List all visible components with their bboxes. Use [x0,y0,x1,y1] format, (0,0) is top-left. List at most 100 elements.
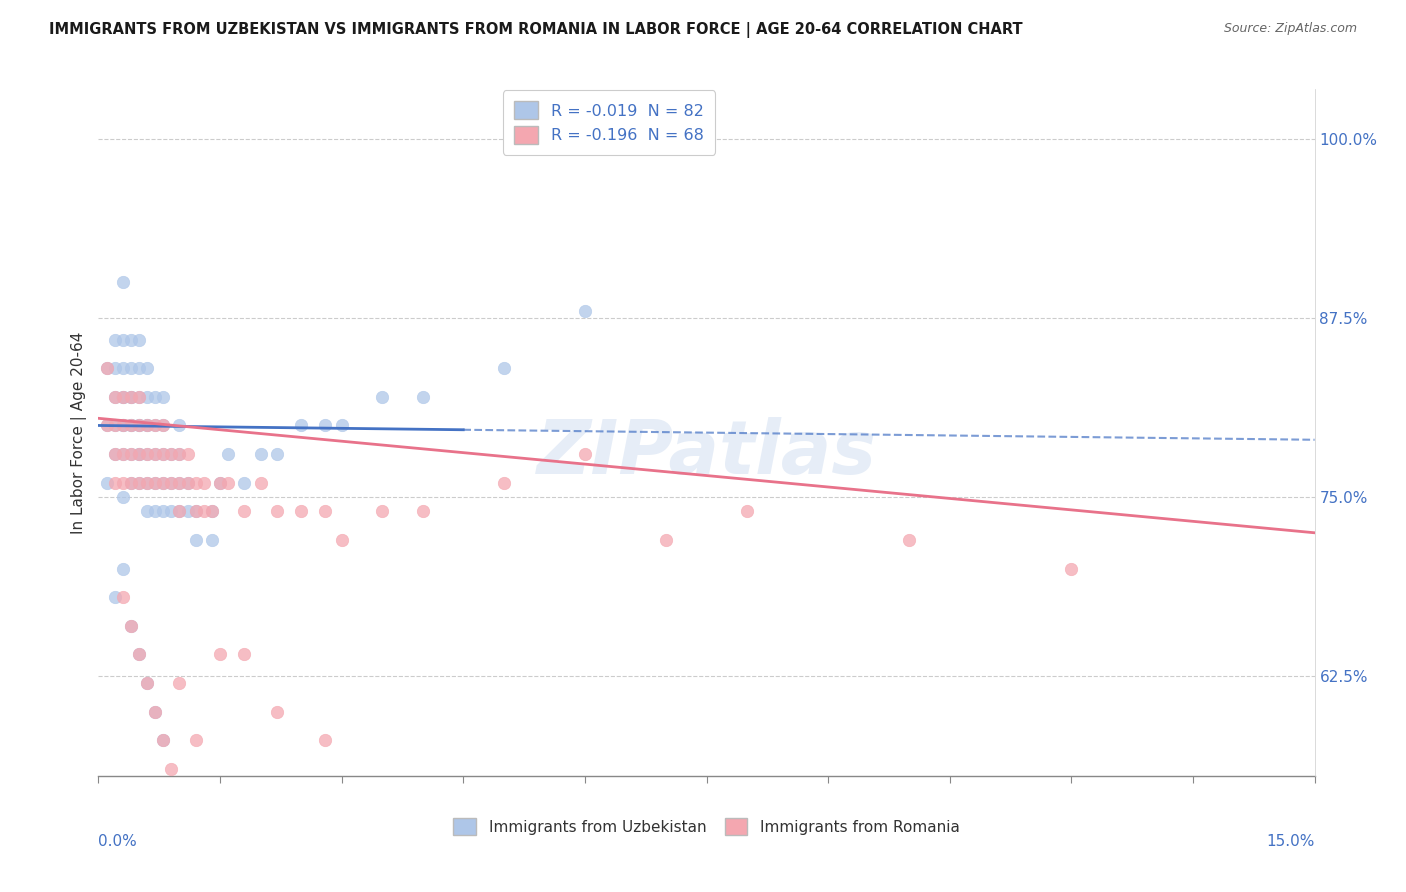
Point [152,504,174,518]
Point [290,504,312,518]
Point [120,475,142,490]
Point [152,733,174,747]
Point [160,475,183,490]
Text: Source: ZipAtlas.com: Source: ZipAtlas.com [1223,22,1357,36]
Point [492,475,515,490]
Point [176,475,198,490]
Point [143,705,166,719]
Point [169,447,191,461]
Point [120,619,142,633]
Point [104,333,127,347]
Point [143,504,166,518]
Point [111,561,134,575]
Point [143,390,166,404]
Point [898,533,921,547]
Point [128,361,150,376]
Point [96,361,118,376]
Point [120,619,142,633]
Point [201,504,224,518]
Point [128,648,150,662]
Point [104,447,127,461]
Point [201,504,224,518]
Point [104,390,127,404]
Point [111,390,134,404]
Point [176,475,198,490]
Point [169,418,191,433]
Point [266,504,288,518]
Point [128,333,150,347]
Point [111,390,134,404]
Point [249,447,271,461]
Point [152,418,174,433]
Point [184,504,207,518]
Point [169,504,191,518]
Point [111,333,134,347]
Point [111,276,134,290]
Point [120,361,142,376]
Point [136,447,159,461]
Point [314,504,336,518]
Point [96,418,118,433]
Point [128,418,150,433]
Point [152,447,174,461]
Point [152,475,174,490]
Point [655,533,678,547]
Point [184,733,207,747]
Legend: Immigrants from Uzbekistan, Immigrants from Romania: Immigrants from Uzbekistan, Immigrants f… [444,809,969,844]
Point [152,390,174,404]
Point [120,333,142,347]
Point [96,361,118,376]
Point [371,504,394,518]
Point [136,475,159,490]
Point [412,504,434,518]
Point [128,390,150,404]
Point [143,447,166,461]
Point [193,504,215,518]
Point [136,418,159,433]
Point [143,475,166,490]
Point [143,447,166,461]
Point [330,418,353,433]
Point [120,447,142,461]
Point [104,447,127,461]
Point [371,390,394,404]
Point [111,447,134,461]
Point [169,676,191,690]
Point [128,648,150,662]
Text: IMMIGRANTS FROM UZBEKISTAN VS IMMIGRANTS FROM ROMANIA IN LABOR FORCE | AGE 20-64: IMMIGRANTS FROM UZBEKISTAN VS IMMIGRANTS… [49,22,1022,38]
Point [104,390,127,404]
Point [128,447,150,461]
Point [249,475,271,490]
Point [111,475,134,490]
Point [120,475,142,490]
Text: 15.0%: 15.0% [1267,834,1315,849]
Point [96,475,118,490]
Point [120,418,142,433]
Point [143,475,166,490]
Point [574,447,596,461]
Point [314,733,336,747]
Point [143,418,166,433]
Point [111,447,134,461]
Point [266,447,288,461]
Text: 0.0%: 0.0% [98,834,138,849]
Point [330,533,353,547]
Point [152,447,174,461]
Point [128,390,150,404]
Point [160,475,183,490]
Point [233,475,256,490]
Point [209,648,232,662]
Point [193,475,215,490]
Point [735,504,758,518]
Point [136,361,159,376]
Point [160,447,183,461]
Point [266,705,288,719]
Point [111,418,134,433]
Point [143,418,166,433]
Point [209,475,232,490]
Point [574,304,596,318]
Point [136,418,159,433]
Point [233,648,256,662]
Point [128,475,150,490]
Point [128,447,150,461]
